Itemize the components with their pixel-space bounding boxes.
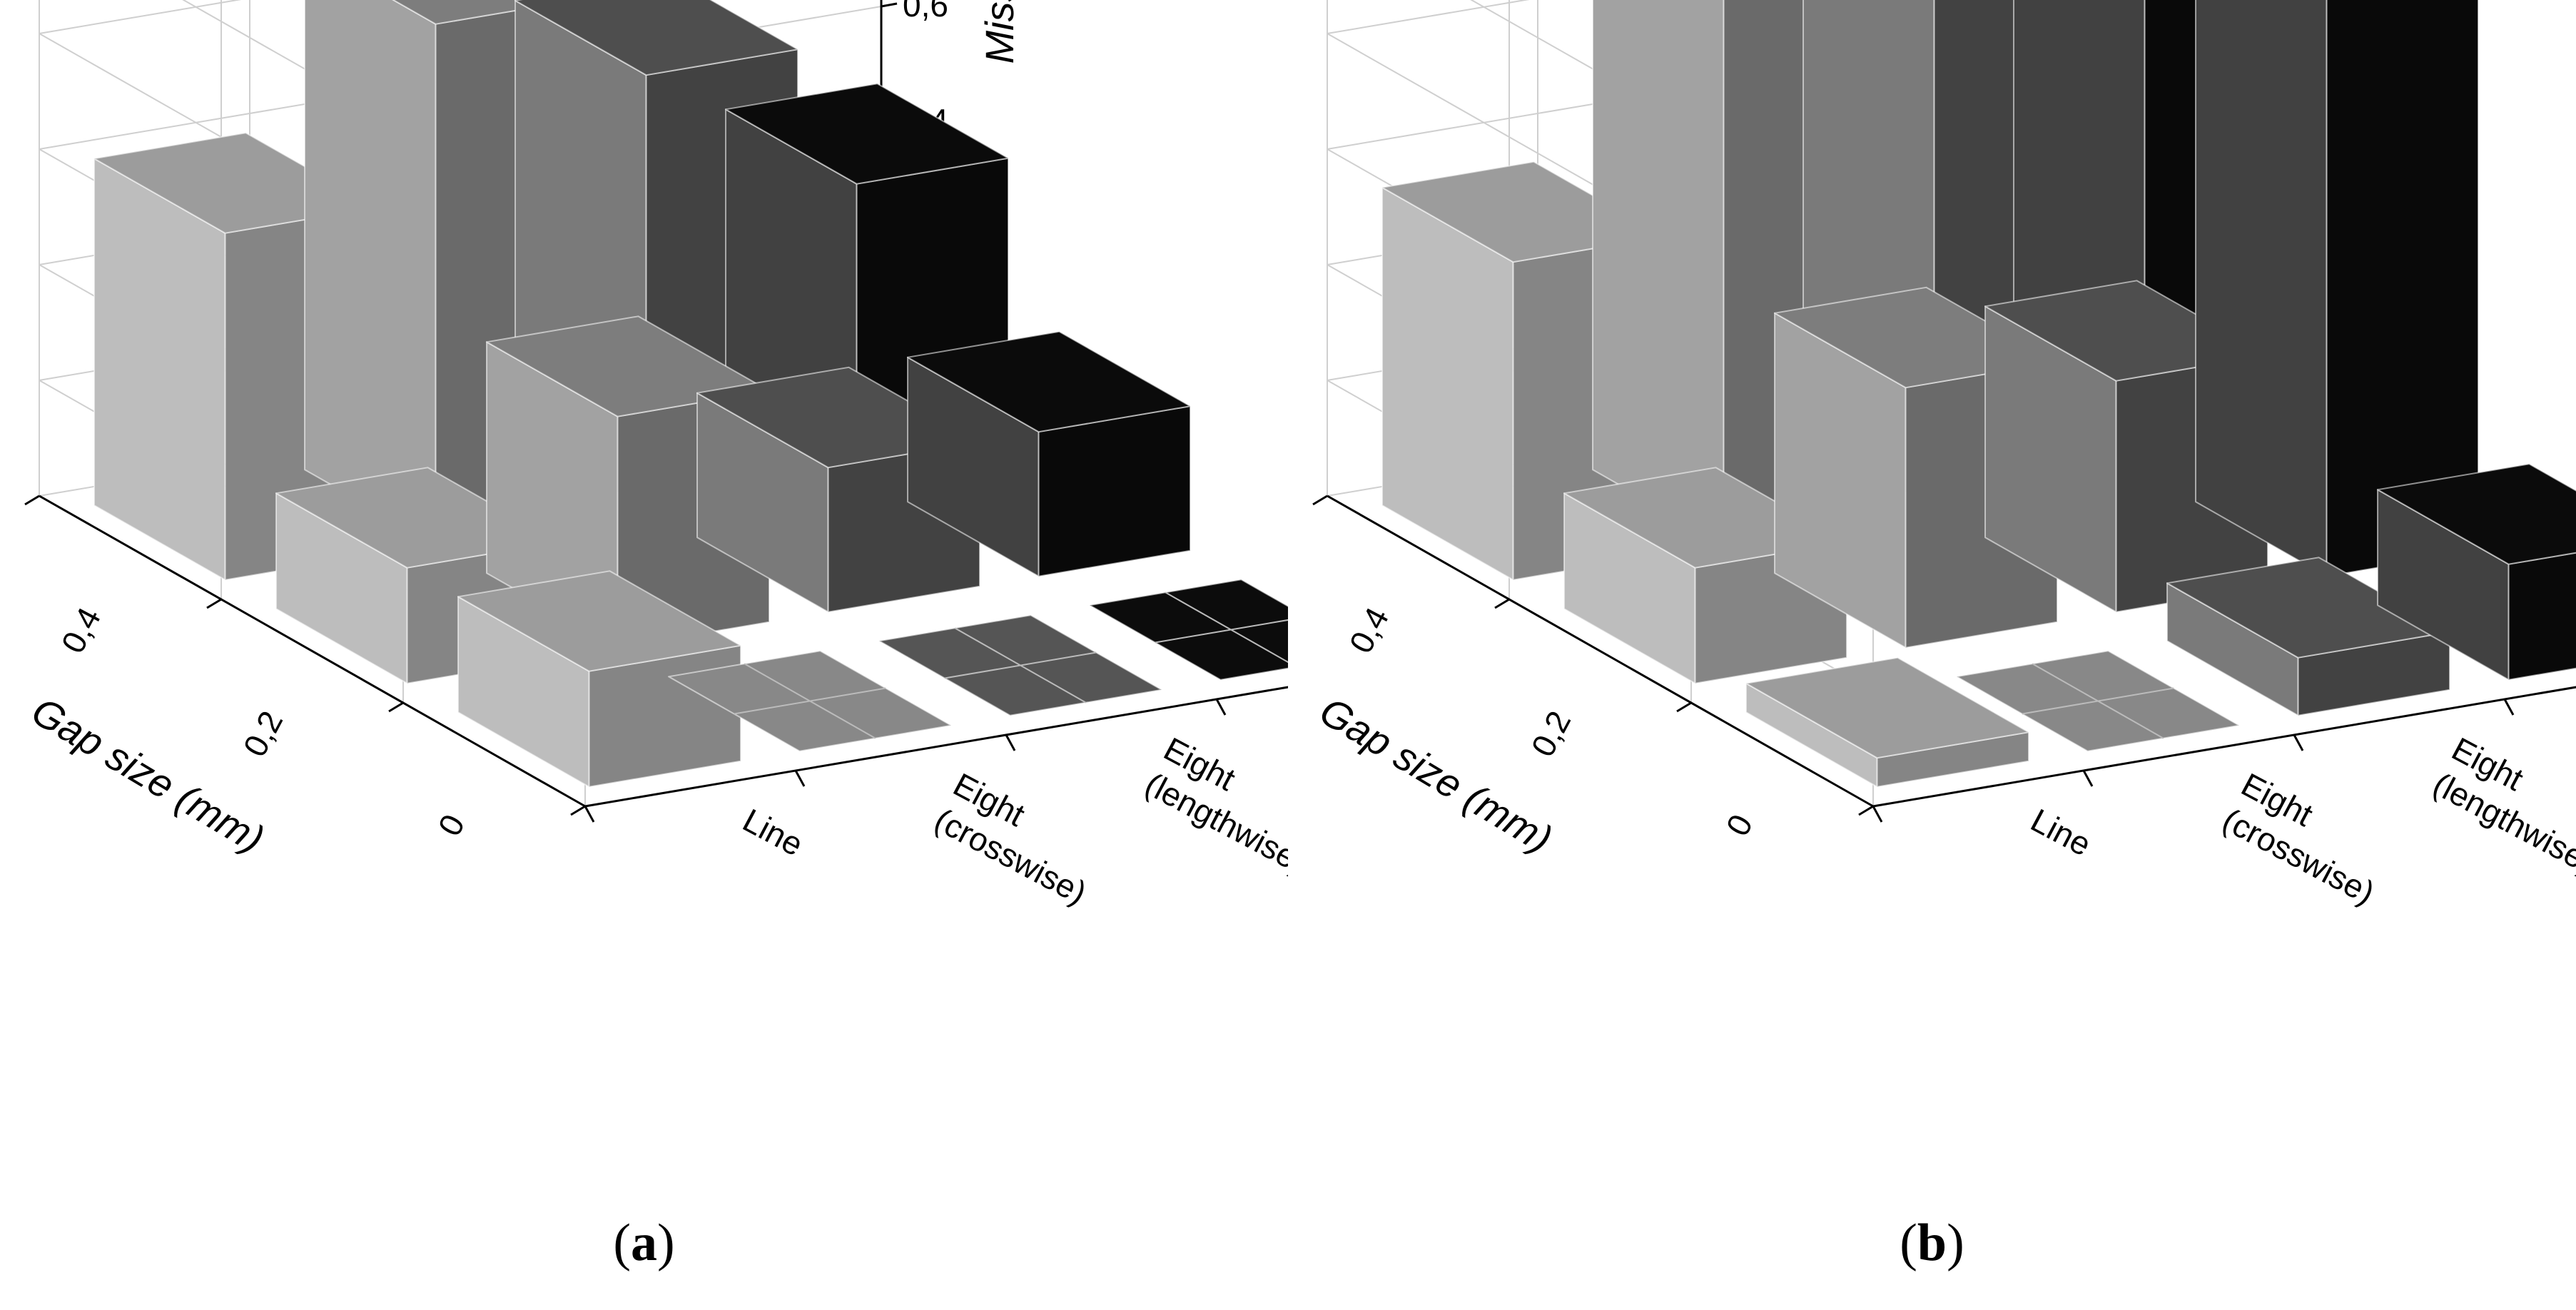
chart-panel-b: 0,00,20,40,60,81,01,21,41,61,82,0Missing… [1288,0,2576,1310]
bar-footprint-line [734,687,886,715]
y-axis-title: Gap size (mm) [24,688,272,861]
y-tick [1676,701,1692,713]
x-tick-label: Eight(crosswise) [2217,766,2400,912]
y-tick-label: 0,4 [1342,601,1396,659]
z-tick-label: 0,6 [903,0,948,24]
y-tick-label: 0,2 [235,705,290,763]
bar-top-face [457,570,741,672]
bar-footprint [1089,579,1288,681]
y-tick [24,494,40,506]
y-tick [1858,805,1874,816]
y-tick-label: 0,2 [1523,705,1578,763]
chart-b-canvas: 0,00,20,40,60,81,01,21,41,61,82,0Missing… [1312,0,2576,912]
bar-eight-crosswise--0 [1956,650,2240,752]
panel-label-b: (b) [1900,1214,1964,1272]
y-tick [1312,494,1328,506]
x-tick-label: Line [737,801,809,863]
y-tick [206,598,222,609]
bar-circle-0 [1089,579,1288,681]
x-tick-label-line: Line [2025,801,2097,863]
y-axis-title: Gap size (mm) [1312,688,1560,861]
bar-footprint-line [944,651,1097,679]
bar-top-face [2377,463,2576,565]
bar-side-face [2195,0,2328,577]
y-tick [388,701,404,713]
y-axis-line [39,494,586,808]
bar-line-0 [1745,656,2029,788]
bar-eight-lengthwise--0 [878,614,1162,716]
bars [93,0,1288,788]
y-tick [570,805,586,816]
bar-front-face [1038,405,1191,577]
y-axis-line [1327,494,1874,808]
x-tick [584,806,595,823]
x-tick [2503,699,2515,716]
chart-panel-a: 0,00,20,40,60,81,01,21,41,61,82,0Missing… [24,0,1288,1272]
bar-eight-lengthwise--0 [2166,557,2450,716]
panel-label-a: (a) [613,1214,675,1272]
bar-footprint-line [1155,619,1288,644]
bar-top-face [1745,656,2029,759]
x-tick [2082,770,2094,787]
y-tick-label: 0,4 [54,601,108,659]
bar-footprint-line [2022,687,2174,715]
bar-top-face [907,330,1191,433]
back-wall-gridline [1327,0,1530,34]
y-tick-label: 0 [1718,808,1760,842]
bar-eight-crosswise--02 [486,315,770,649]
x-tick-label: Eight(lengthwise) [2428,730,2576,881]
z-axis-title: Missing cross-section (mm²/mm) [977,0,1022,64]
bar-side-face [1592,0,1725,545]
bar-top-face [2166,557,2450,659]
x-tick-label-line: Line [737,801,809,863]
y-tick [1494,598,1510,609]
bar-eight-crosswise--0 [668,650,952,752]
x-tick-label: Eight(lengthwise) [1140,730,1288,881]
bar-top-face [514,0,798,76]
x-tick [794,770,806,787]
x-tick [1872,806,1883,823]
bar-circle-0 [2377,463,2576,681]
bar-circle-02 [907,330,1191,577]
x-tick [1005,734,1016,751]
x-tick [1215,699,1227,716]
bar-top-face [725,83,1009,185]
x-tick-label: Line [2025,801,2097,863]
bars [1381,0,2576,788]
x-tick-label: Eight(crosswise) [929,766,1112,912]
bar-front-face [2507,552,2576,681]
chart-a-canvas: 0,00,20,40,60,81,01,21,41,61,82,0Missing… [24,0,1288,912]
y-tick-label: 0 [430,808,472,842]
z-tick [881,2,898,8]
x-tick [2293,734,2304,751]
bar-side-face [304,0,437,545]
bar-circle-02 [2195,0,2479,577]
back-wall-gridline [39,0,242,34]
